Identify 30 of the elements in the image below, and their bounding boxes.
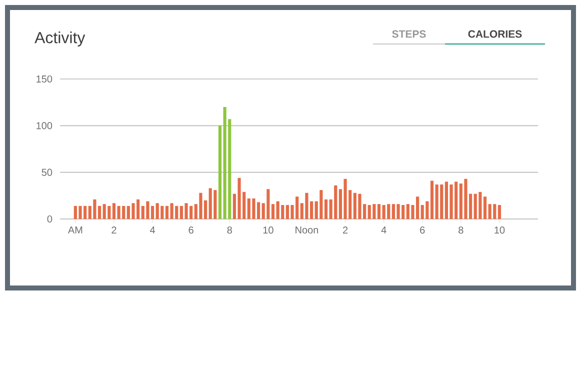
x-tick-label: Noon — [296, 226, 318, 234]
x-tick-label: AM — [68, 226, 82, 234]
text: CALORIES — [468, 30, 522, 38]
bar — [98, 206, 102, 219]
bar — [204, 200, 208, 219]
bar — [430, 180, 434, 219]
bar — [218, 126, 222, 219]
x-tick-label: 4 — [381, 226, 386, 234]
x-tick-label: 8 — [227, 226, 232, 234]
x-tick-label: 8 — [458, 226, 464, 234]
bar — [324, 199, 328, 219]
chart-title: Activity — [34, 32, 86, 46]
bar — [377, 204, 381, 219]
bar — [256, 202, 260, 219]
text: STEPS — [392, 30, 426, 38]
y-tick-label: 100 — [36, 122, 52, 130]
x-tick-label: 6 — [188, 226, 194, 234]
bar — [483, 196, 487, 219]
x-tick-label: 2 — [112, 226, 116, 234]
y-tick-label: 150 — [36, 75, 52, 83]
x-tick-label: 4 — [150, 226, 156, 234]
x-tick-label: 10 — [263, 226, 274, 234]
bar — [271, 204, 275, 219]
x-tick-label: 10 — [494, 226, 505, 234]
y-tick-label: 50 — [42, 168, 52, 176]
y-tick-label: 0 — [47, 215, 52, 223]
bar — [150, 206, 154, 219]
bar — [498, 205, 501, 219]
x-tick-label: 2 — [342, 226, 348, 234]
x-tick-label: 6 — [420, 226, 425, 234]
